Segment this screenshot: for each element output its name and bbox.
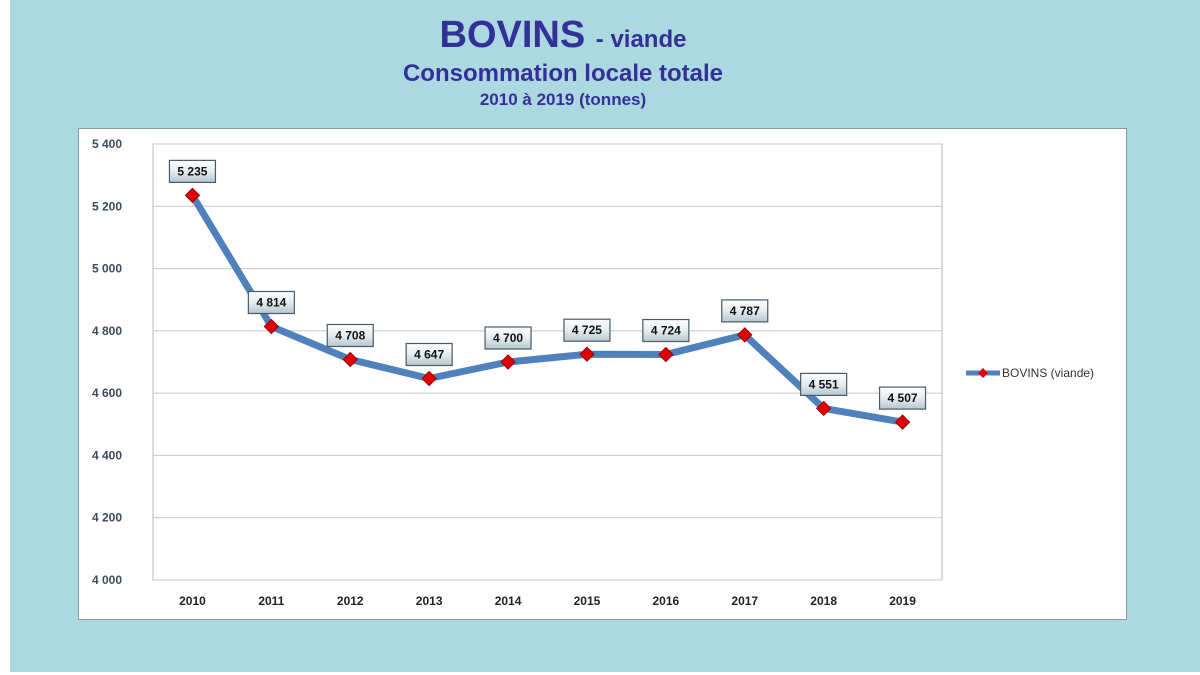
x-tick-label: 2017 <box>731 594 758 608</box>
data-point-marker <box>342 351 358 368</box>
y-tick-label: 5 000 <box>92 262 122 276</box>
data-label-box <box>326 323 374 348</box>
chart-title: BOVINS - viande <box>0 14 1126 57</box>
data-label-box <box>247 290 295 315</box>
x-tick-label: 2011 <box>258 594 284 608</box>
x-tick-label: 2016 <box>652 594 679 608</box>
chart-area <box>78 128 1127 620</box>
data-point-marker <box>263 318 280 335</box>
data-label-box <box>800 372 848 397</box>
chart-period: 2010 à 2019 (tonnes) <box>479 90 647 109</box>
data-label-box <box>642 318 690 343</box>
data-label: 4 507 <box>888 391 918 405</box>
legend-marker <box>978 368 988 378</box>
data-label: 4 814 <box>256 295 286 309</box>
data-point-marker <box>894 414 911 430</box>
data-point-marker <box>658 346 674 363</box>
data-label-box <box>484 326 532 350</box>
y-tick-label: 5 400 <box>92 137 122 151</box>
data-label-box <box>721 299 769 323</box>
data-label-box <box>563 318 611 342</box>
y-tick-label: 4 600 <box>92 386 122 400</box>
legend-label: BOVINS (viande) <box>1002 366 1094 380</box>
data-point-marker <box>421 370 437 387</box>
x-tick-label: 2014 <box>495 594 522 608</box>
data-point-marker <box>737 327 753 343</box>
plot-border <box>152 143 943 581</box>
x-tick-label: 2019 <box>889 594 916 608</box>
data-label-box <box>878 386 927 410</box>
data-label: 4 700 <box>493 331 523 345</box>
x-tick-label: 2010 <box>179 594 206 608</box>
data-label-box <box>168 159 217 183</box>
y-tick-label: 4 200 <box>92 511 122 525</box>
y-tick-label: 5 200 <box>92 199 122 213</box>
data-label: 4 708 <box>335 329 365 343</box>
y-tick-label: 4 400 <box>92 448 122 462</box>
y-tick-label: 4 000 <box>92 573 122 587</box>
data-label: 5 235 <box>177 164 207 178</box>
x-tick-label: 2015 <box>574 594 601 608</box>
chart-subtitle: Consommation locale totale <box>402 60 724 87</box>
x-tick-label: 2013 <box>416 594 443 608</box>
data-point-marker <box>579 346 595 362</box>
data-label: 4 724 <box>651 324 681 338</box>
data-point-marker <box>815 400 832 417</box>
x-tick-label: 2018 <box>810 594 837 608</box>
title-suffix: - viande <box>595 26 687 53</box>
series-line <box>189 193 904 426</box>
data-point-marker <box>184 187 201 204</box>
x-tick-label: 2012 <box>337 594 364 608</box>
data-label: 4 725 <box>572 323 602 337</box>
data-point-marker <box>500 354 516 370</box>
data-label: 4 647 <box>414 348 444 362</box>
data-label-box <box>405 342 453 367</box>
title-main: BOVINS <box>439 14 586 56</box>
y-tick-label: 4 800 <box>92 324 122 338</box>
data-label: 4 551 <box>809 377 839 391</box>
data-label: 4 787 <box>730 304 760 318</box>
